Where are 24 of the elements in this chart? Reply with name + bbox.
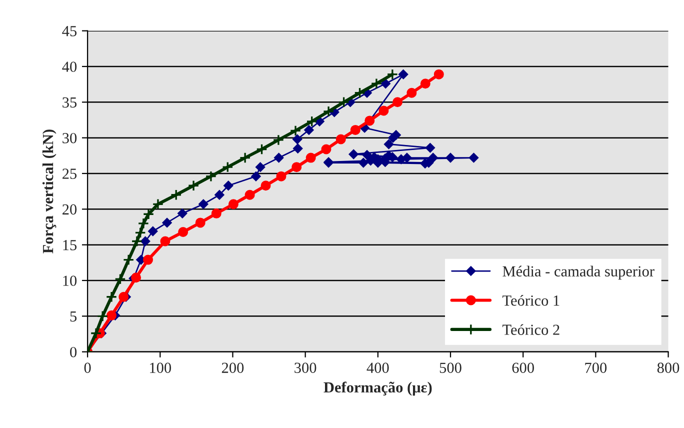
y-axis-title: Força vertical (kN) [42,130,56,254]
x-tick-label: 100 [150,362,172,373]
legend-label: Média - camada superior [502,266,654,280]
y-tick-label: 5 [70,311,77,322]
y-tick-label: 20 [62,204,77,215]
legend-label: Teórico 2 [502,324,560,335]
y-tick-label: 10 [63,276,77,286]
legend-label: Teórico 1 [502,294,560,306]
x-tick-label: 300 [294,362,316,373]
y-tick-label: 30 [62,132,77,144]
x-tick-label: 200 [222,362,244,373]
x-tick-label: 700 [585,362,607,373]
y-tick-label: 0 [70,346,77,358]
x-tick-label: 600 [512,362,534,373]
x-tick-label: 0 [84,362,91,373]
y-tick-label: 40 [62,62,77,72]
y-tick-label: 25 [62,168,77,179]
x-tick-label: 800 [657,362,680,373]
x-axis-title: Deformação (με) [324,382,432,396]
y-tick-label: 35 [62,97,77,108]
x-tick-label: 400 [366,362,389,373]
x-tick-label: 500 [440,362,462,373]
y-tick-label: 15 [63,240,77,250]
y-tick-label: 45 [62,26,77,36]
